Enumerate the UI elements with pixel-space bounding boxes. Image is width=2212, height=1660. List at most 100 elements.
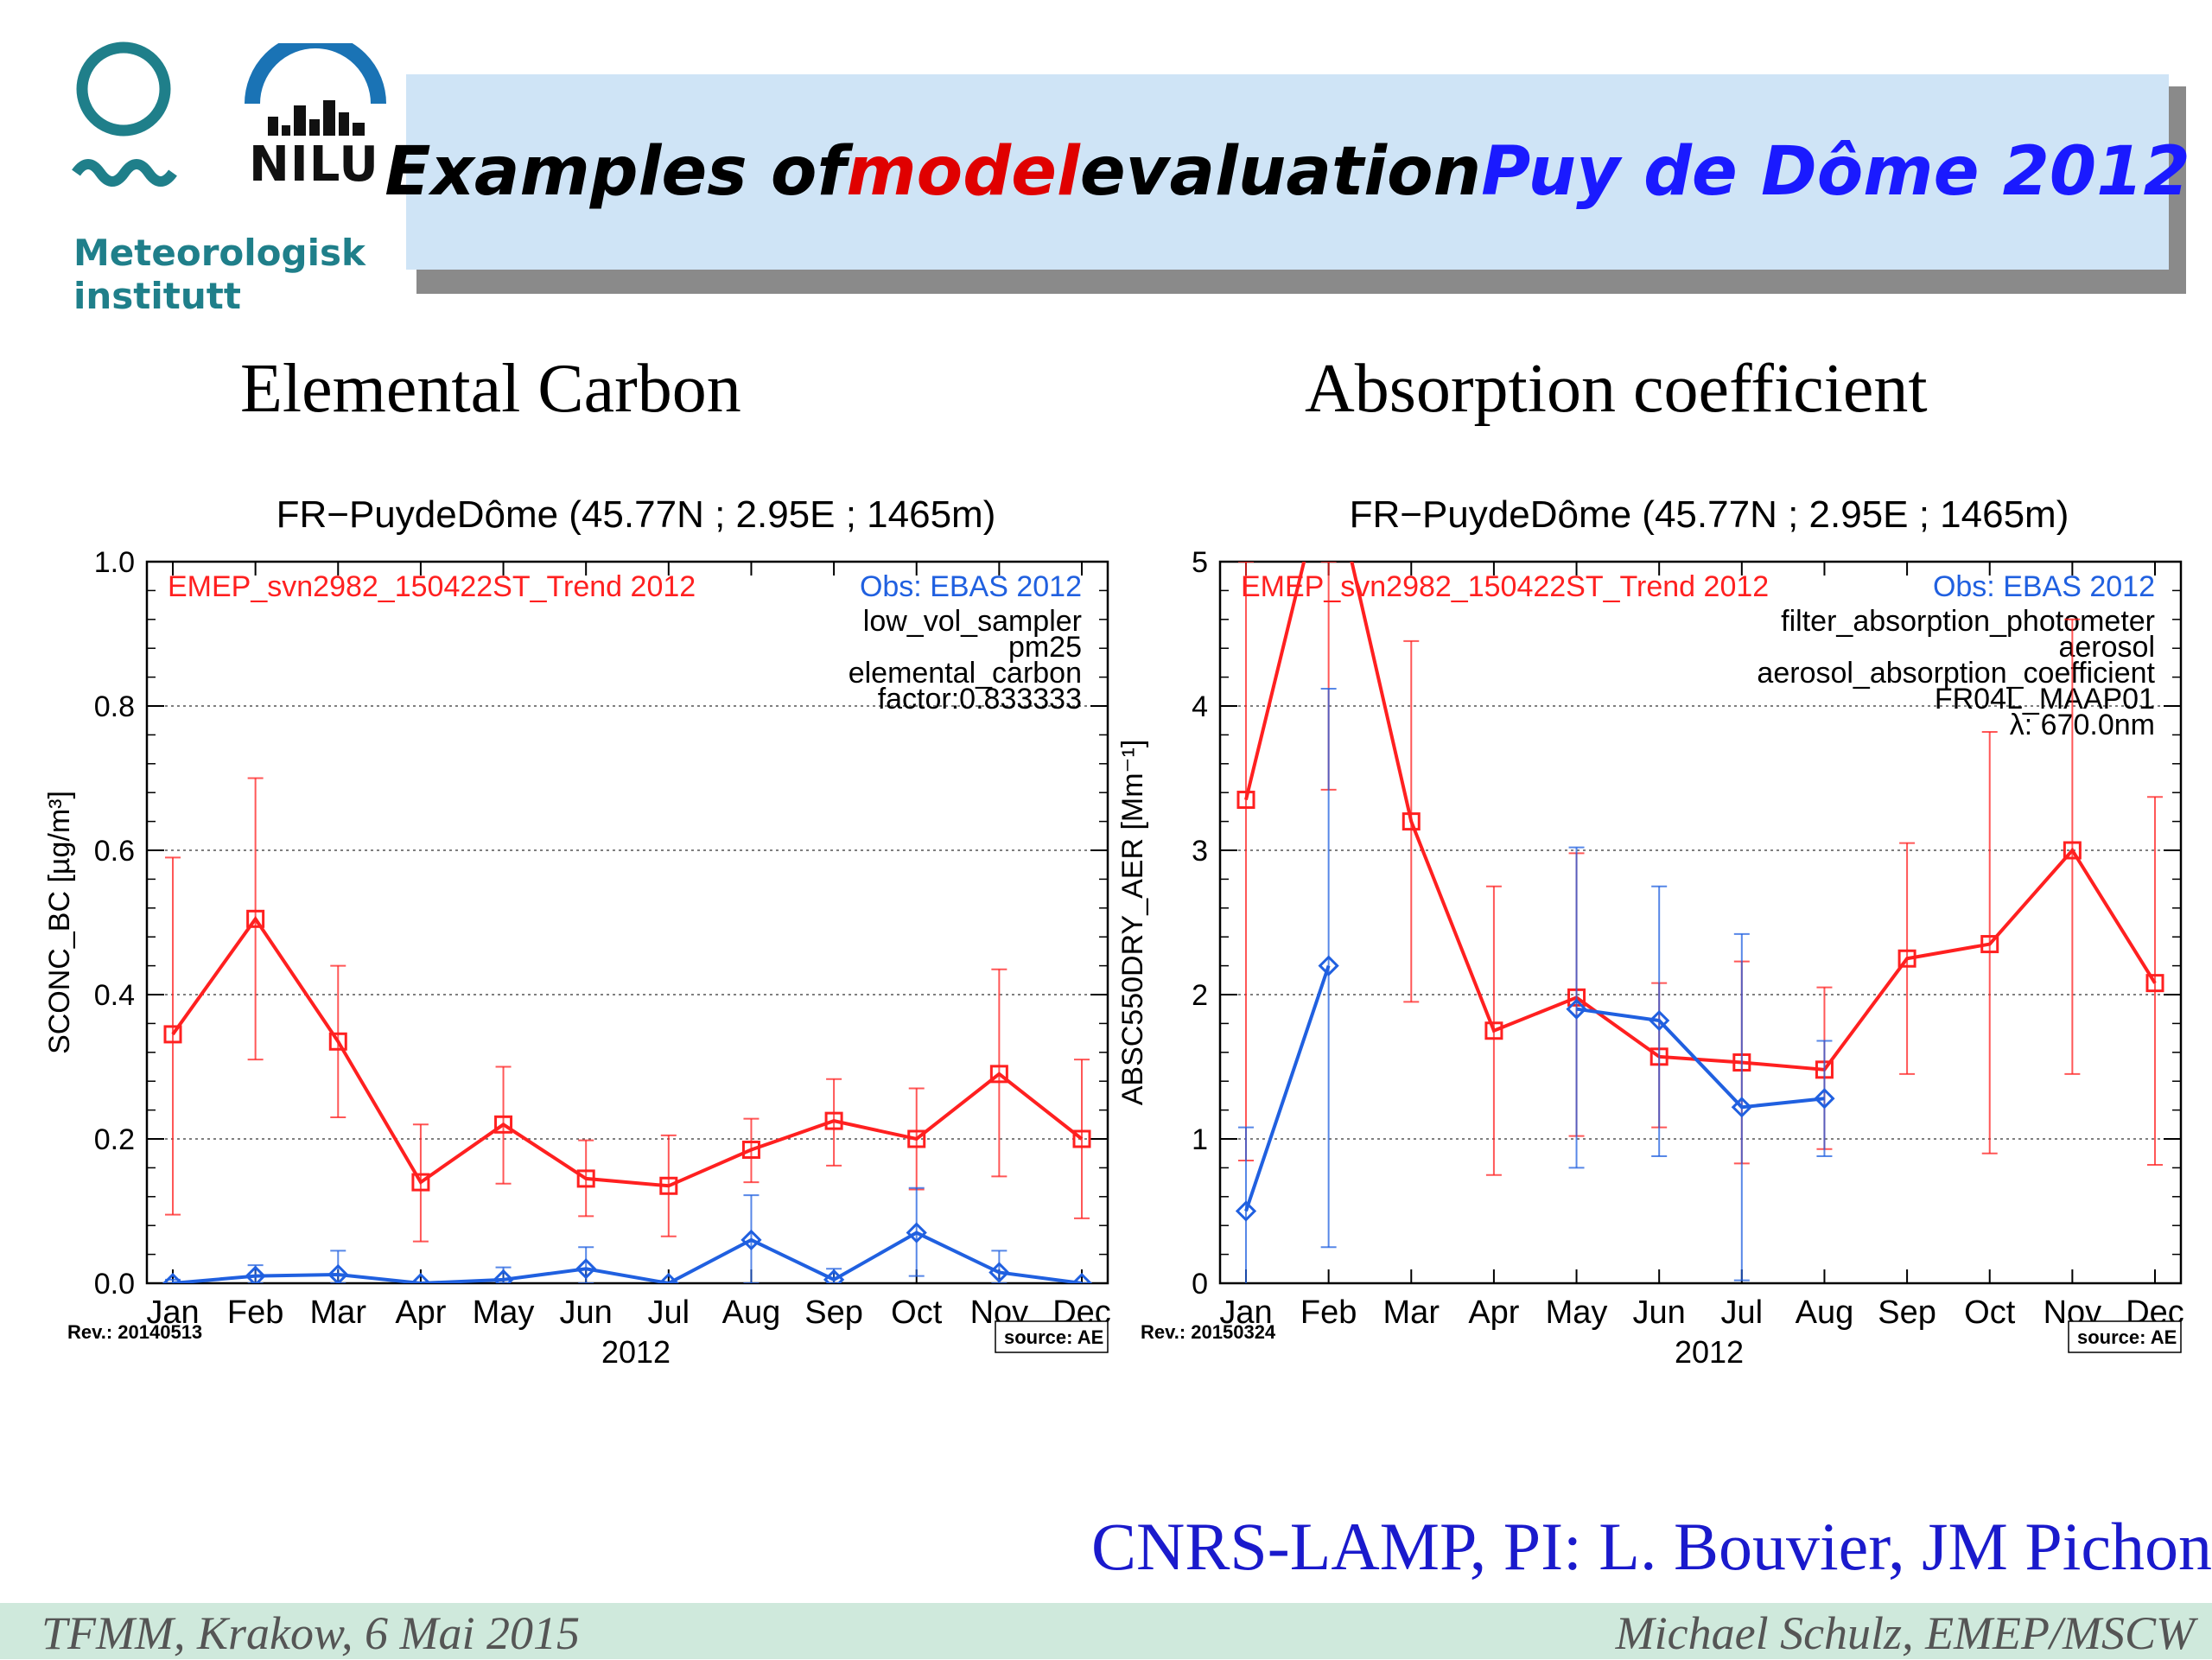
title-part4: Puy de Dôme 2012 (1481, 133, 2190, 211)
metadata-annotation: elemental_carbon (849, 657, 1082, 690)
data-point-diamond (1071, 1272, 1093, 1283)
chart-title: FR−PuydeDôme (45.77N ; 2.95E ; 1465m) (1350, 493, 2069, 536)
data-point-diamond (741, 1229, 762, 1251)
data-point-square (1484, 1021, 1503, 1040)
x-tick-label: Oct (891, 1294, 943, 1331)
metadata-annotation: low_vol_sampler (863, 605, 1082, 638)
metadata-annotation: FR04L_MAAP01 (1935, 683, 2155, 716)
x-tick-label: Mar (310, 1294, 367, 1331)
legend-model: EMEP_svn2982_150422ST_Trend 2012 (1241, 570, 1769, 603)
met-wordmark-line2: institutt (73, 275, 241, 317)
data-point-square (989, 1065, 1008, 1084)
data-point-square (659, 1176, 678, 1195)
chart-elemental-carbon-svg: FR−PuydeDôme (45.77N ; 2.95E ; 1465m) 0.0… (43, 493, 1111, 1370)
x-tick-label: Mar (1383, 1294, 1440, 1331)
data-point-square (163, 1025, 182, 1044)
chart-absorption-svg: FR−PuydeDôme (45.77N ; 2.95E ; 1465m) 0 1 2… (1116, 493, 2184, 1370)
footer-event: TFMM, Krakow, 6 Mai 2015 (41, 1607, 580, 1659)
data-point-square (741, 1141, 760, 1160)
data-point-square (411, 1173, 430, 1192)
y-tick-label: 0.2 (94, 1123, 135, 1156)
slide-title: Examples of model evaluation Puy de Dôme… (385, 74, 2190, 270)
met-wordmark-line1: Meteorologisk (73, 232, 365, 274)
data-point-square (1072, 1129, 1091, 1148)
x-axis-label: 2012 (1675, 1334, 1744, 1370)
data-point-diamond (1235, 1200, 1257, 1222)
series-obs (162, 1186, 1093, 1283)
data-point-diamond (1318, 955, 1339, 976)
source-label: source: AE (1004, 1326, 1103, 1348)
x-tick-label: Aug (722, 1294, 781, 1331)
chart-title: FR−PuydeDôme (45.77N ; 2.95E ; 1465m) (276, 493, 996, 536)
x-tick-label: Apr (1468, 1294, 1519, 1331)
plot-frame (1218, 560, 2183, 1285)
x-tick-label: Jan (146, 1294, 199, 1331)
y-tick-label: 0.0 (94, 1268, 135, 1301)
source-box (995, 1320, 1109, 1353)
metadata-annotation: factor:0.833333 (878, 683, 1082, 716)
series-model (163, 777, 1091, 1243)
x-axis-label: 2012 (601, 1334, 671, 1370)
data-point-diamond (162, 1272, 184, 1283)
x-tick-label: Jun (1633, 1294, 1686, 1331)
revision-label: Rev.: 20140513 (67, 1321, 202, 1343)
y-tick-label: 1.0 (94, 546, 135, 579)
x-tick-label: Aug (1796, 1294, 1854, 1331)
data-point-diamond (1649, 1009, 1670, 1032)
data-point-square (824, 1111, 843, 1130)
data-point-square (1897, 949, 1916, 968)
data-point-diamond (1814, 1088, 1835, 1110)
nilu-logo (245, 43, 386, 136)
x-tick-label: Feb (1300, 1294, 1357, 1331)
x-tick-label: Jan (1219, 1294, 1272, 1331)
series-obs (1235, 687, 1835, 1283)
series-line (171, 915, 1084, 1188)
metadata-annotation: aerosol_absorption_coefficient (1757, 657, 2155, 690)
y-tick-label: 0.4 (94, 979, 135, 1012)
x-tick-label: Apr (395, 1294, 446, 1331)
data-point-diamond (823, 1269, 845, 1283)
data-point-square (2145, 974, 2164, 993)
title-part2: model (846, 133, 1080, 211)
series-line (172, 1231, 1083, 1283)
data-point-square (2063, 841, 2082, 860)
y-tick-label: 0.8 (94, 690, 135, 723)
chart-absorption: FR−PuydeDôme (45.77N ; 2.95E ; 1465m) 0 1 2… (1090, 484, 2212, 1383)
x-tick-label: May (473, 1294, 535, 1331)
data-point-square (1402, 812, 1421, 831)
y-tick-label: 1 (1192, 1123, 1208, 1156)
revision-label: Rev.: 20150324 (1141, 1321, 1276, 1343)
data-point-diamond (988, 1262, 1010, 1283)
legend-model: EMEP_svn2982_150422ST_Trend 2012 (168, 570, 696, 603)
data-point-square (1236, 791, 1255, 810)
data-point-diamond (493, 1269, 514, 1283)
y-tick-label: 4 (1192, 690, 1208, 723)
y-tick-label: 3 (1192, 835, 1208, 868)
plot-frame (145, 560, 1109, 1285)
data-point-square (328, 1032, 347, 1051)
metadata-annotation: filter_absorption_photometer (1781, 605, 2155, 638)
metadata-annotation: λ: 670.0nm (2010, 709, 2155, 741)
nilu-wordmark: NILU (249, 137, 379, 193)
chart-elemental-carbon: FR−PuydeDôme (45.77N ; 2.95E ; 1465m) 0.0… (17, 484, 1175, 1383)
data-point-square (1980, 935, 1999, 954)
source-box (2068, 1320, 2182, 1353)
title-box: Examples of model evaluation Puy de Dôme… (385, 74, 2190, 270)
legend-obs: Obs: EBAS 2012 (1933, 570, 2155, 603)
data-point-diamond (410, 1272, 432, 1283)
data-point-diamond (658, 1272, 679, 1283)
data-point-square (494, 1115, 513, 1134)
y-tick-label: 0.6 (94, 835, 135, 868)
data-point-square (246, 909, 265, 928)
data-point-diamond (575, 1258, 597, 1280)
x-tick-label: Sep (1878, 1294, 1936, 1331)
x-tick-label: Jun (560, 1294, 613, 1331)
subheading-left: Elemental Carbon (240, 351, 741, 427)
footer-bar: TFMM, Krakow, 6 Mai 2015 Michael Schulz,… (0, 1603, 2212, 1659)
y-axis-label: ABSC550DRY_AER [Mm⁻¹] (1116, 740, 1149, 1106)
data-point-diamond (1566, 998, 1587, 1020)
x-tick-label: Jul (1721, 1294, 1764, 1331)
subheading-right: Absorption coefficient (1305, 351, 1928, 427)
data-point-diamond (1731, 1097, 1752, 1118)
series-line (1244, 964, 1825, 1212)
